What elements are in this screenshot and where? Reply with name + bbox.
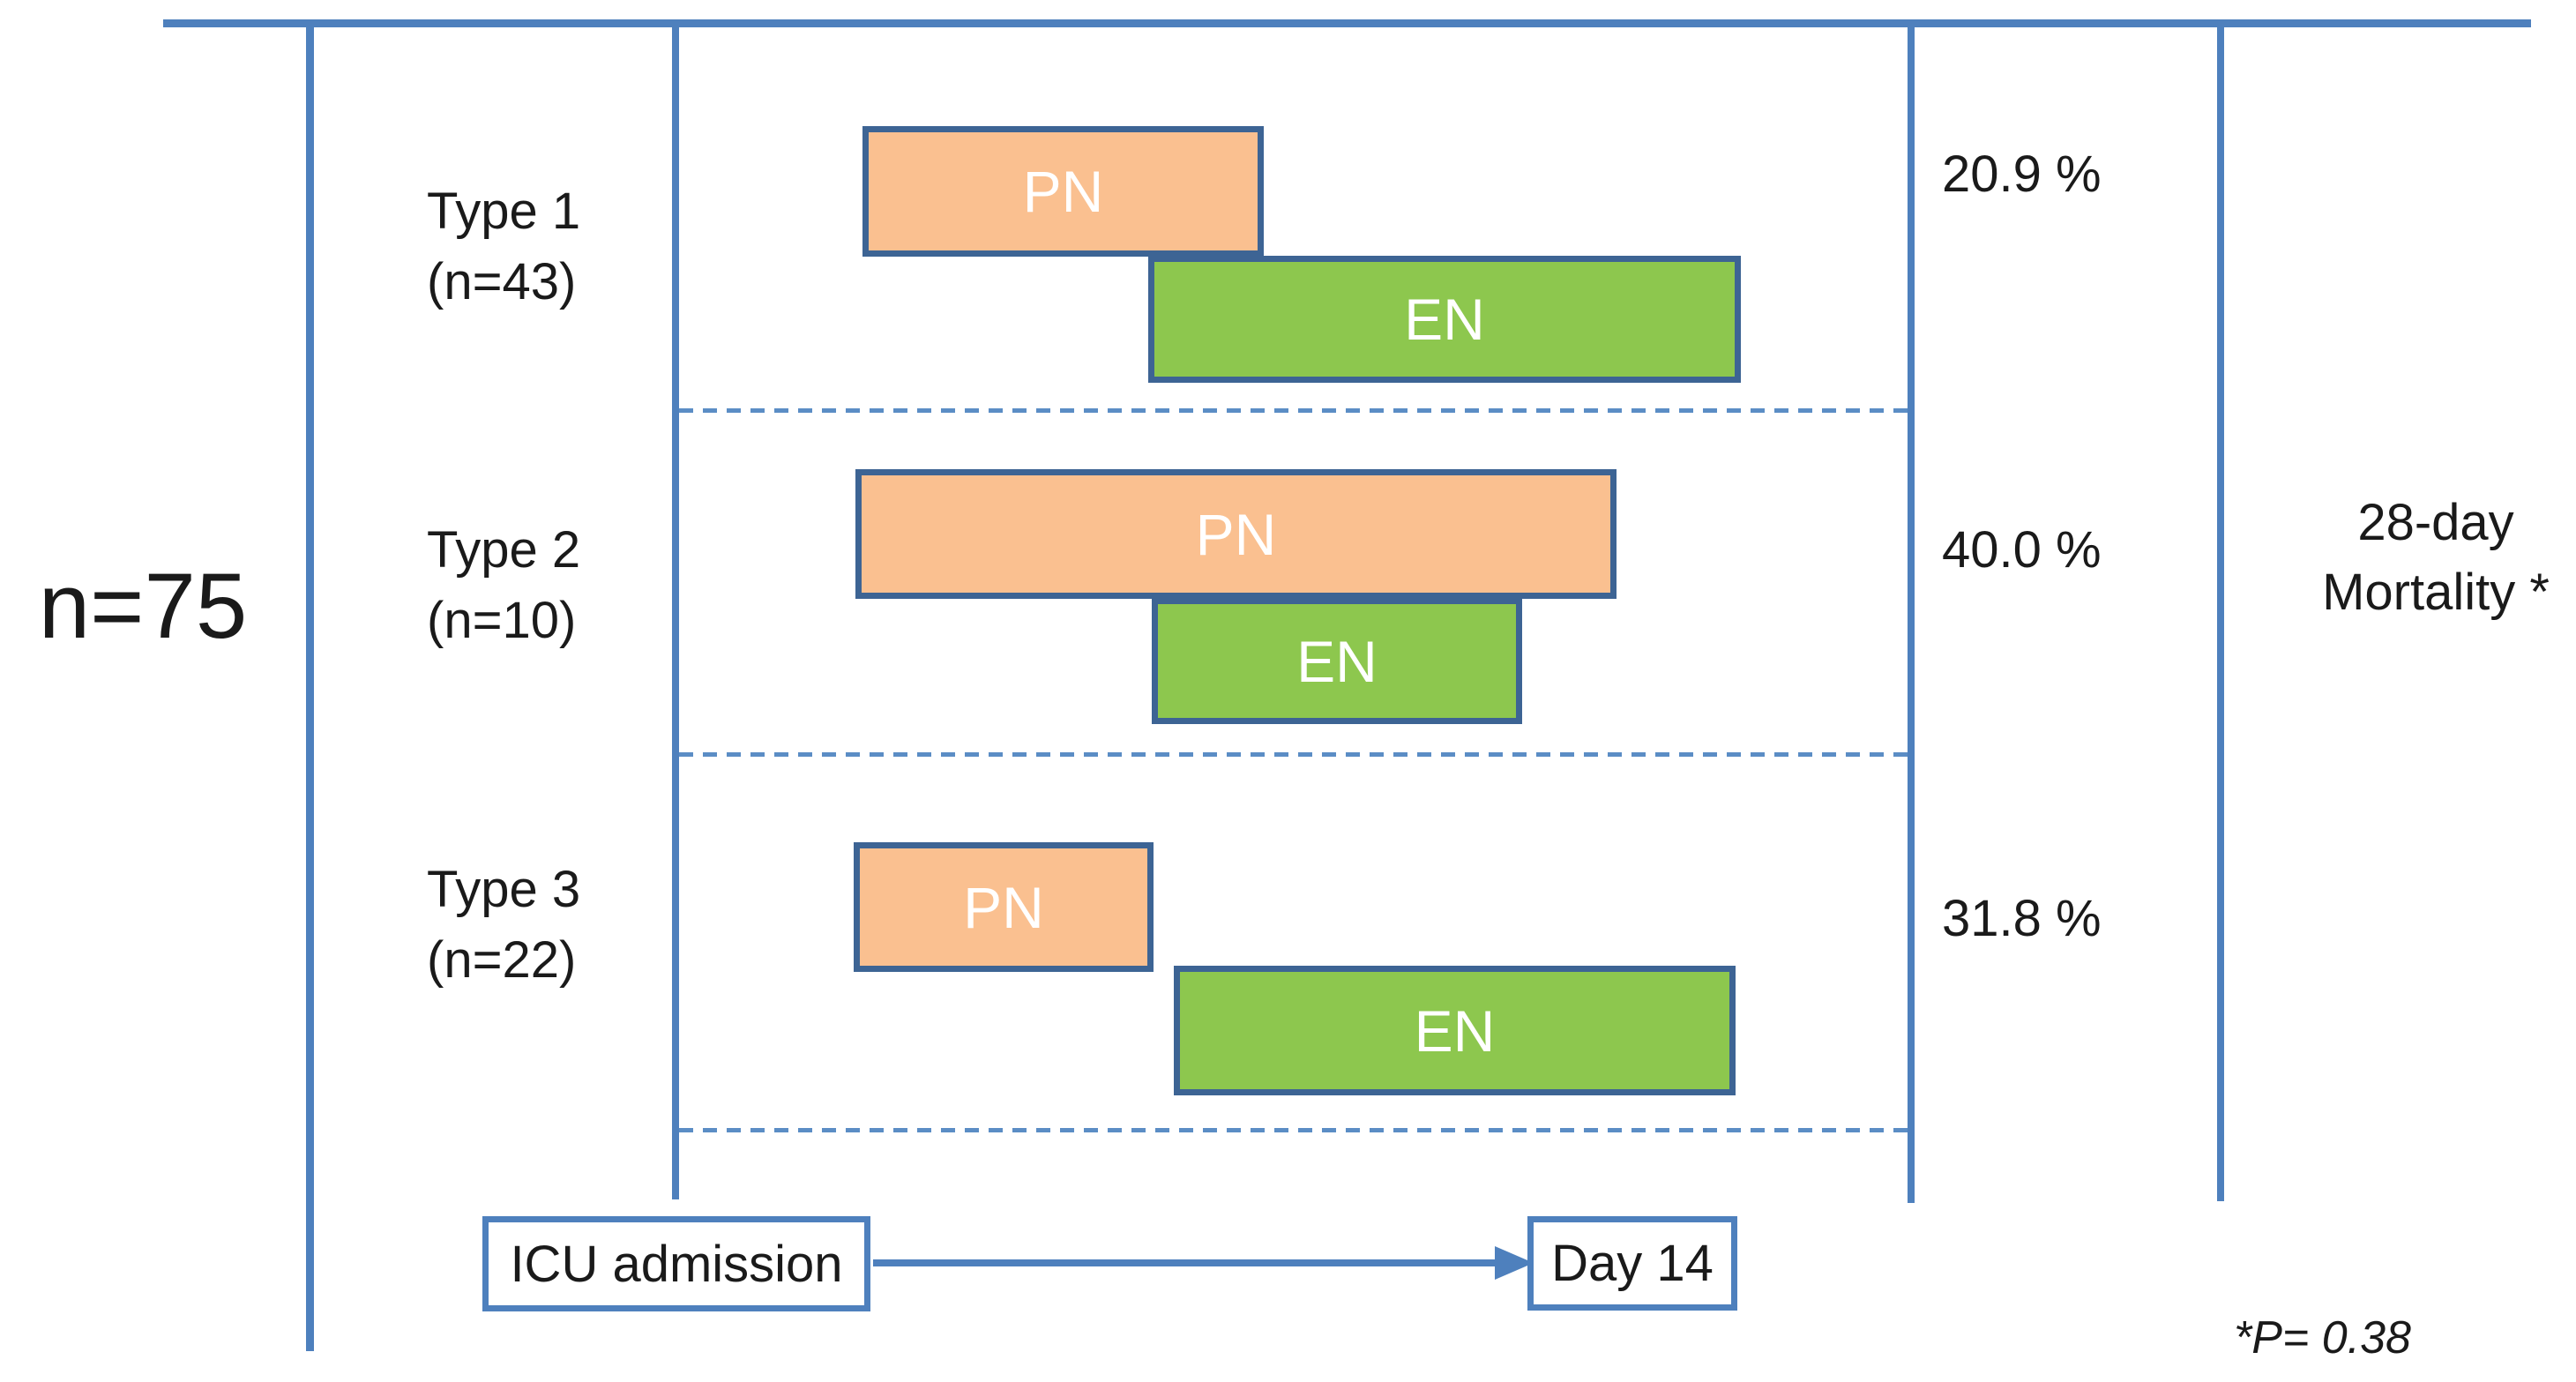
icu-admission-box: ICU admission — [482, 1216, 870, 1311]
type2-label: Type 2 — [427, 521, 581, 579]
day14-label: Day 14 — [1551, 1235, 1714, 1292]
pn-bar-type2: PN — [855, 469, 1617, 599]
top-border-line — [163, 19, 2531, 27]
mortality-pct-type2: 40.0 % — [1942, 521, 2102, 579]
right-arrowhead-icon — [1495, 1246, 1534, 1280]
en-bar-type1: EN — [1148, 256, 1741, 383]
mortality-header-line1: 28-day — [2357, 494, 2514, 551]
type2-n-label: (n=10) — [427, 592, 577, 649]
row-separator-dashed-line-1 — [679, 408, 1909, 413]
en-bar-type1-label: EN — [1404, 287, 1485, 352]
mortality-pct-type1: 20.9 % — [1942, 146, 2102, 203]
en-bar-type3-label: EN — [1414, 997, 1496, 1064]
row-label-type2: Type 2 (n=10) — [427, 515, 674, 656]
icu-admission-label: ICU admission — [510, 1235, 843, 1293]
pn-bar-type1-label: PN — [1022, 159, 1104, 224]
en-bar-type3: EN — [1174, 966, 1736, 1095]
en-bar-type2-label: EN — [1296, 628, 1378, 694]
row-label-type1: Type 1 (n=43) — [427, 176, 674, 317]
row-label-type3: Type 3 (n=22) — [427, 855, 674, 996]
p-value-footnote: *P= 0.38 — [2234, 1312, 2411, 1363]
timeline-start-line — [672, 26, 679, 1199]
timeline-end-line — [1908, 26, 1915, 1203]
pn-bar-type3-label: PN — [963, 874, 1044, 940]
row-separator-dashed-line-3 — [679, 1128, 1909, 1132]
pn-bar-type2-label: PN — [1195, 501, 1277, 567]
day14-box: Day 14 — [1527, 1216, 1737, 1311]
row-separator-dashed-line-2 — [679, 752, 1909, 757]
pn-bar-type3: PN — [854, 842, 1154, 972]
type1-label: Type 1 — [427, 183, 581, 240]
type3-n-label: (n=22) — [427, 931, 577, 989]
cohort-bracket-line — [306, 26, 314, 1351]
type3-label: Type 3 — [427, 861, 581, 918]
type1-n-label: (n=43) — [427, 253, 577, 310]
timeline-arrow — [873, 1259, 1497, 1266]
en-bar-type2: EN — [1152, 598, 1522, 724]
mortality-header-line2: Mortality * — [2322, 564, 2550, 621]
mortality-column-header: 28-day Mortality * — [2258, 488, 2576, 627]
mortality-pct-type3: 31.8 % — [1942, 890, 2102, 947]
mortality-column-line — [2217, 26, 2224, 1201]
pn-bar-type1: PN — [862, 126, 1264, 257]
cohort-size-label: n=75 — [38, 555, 248, 658]
